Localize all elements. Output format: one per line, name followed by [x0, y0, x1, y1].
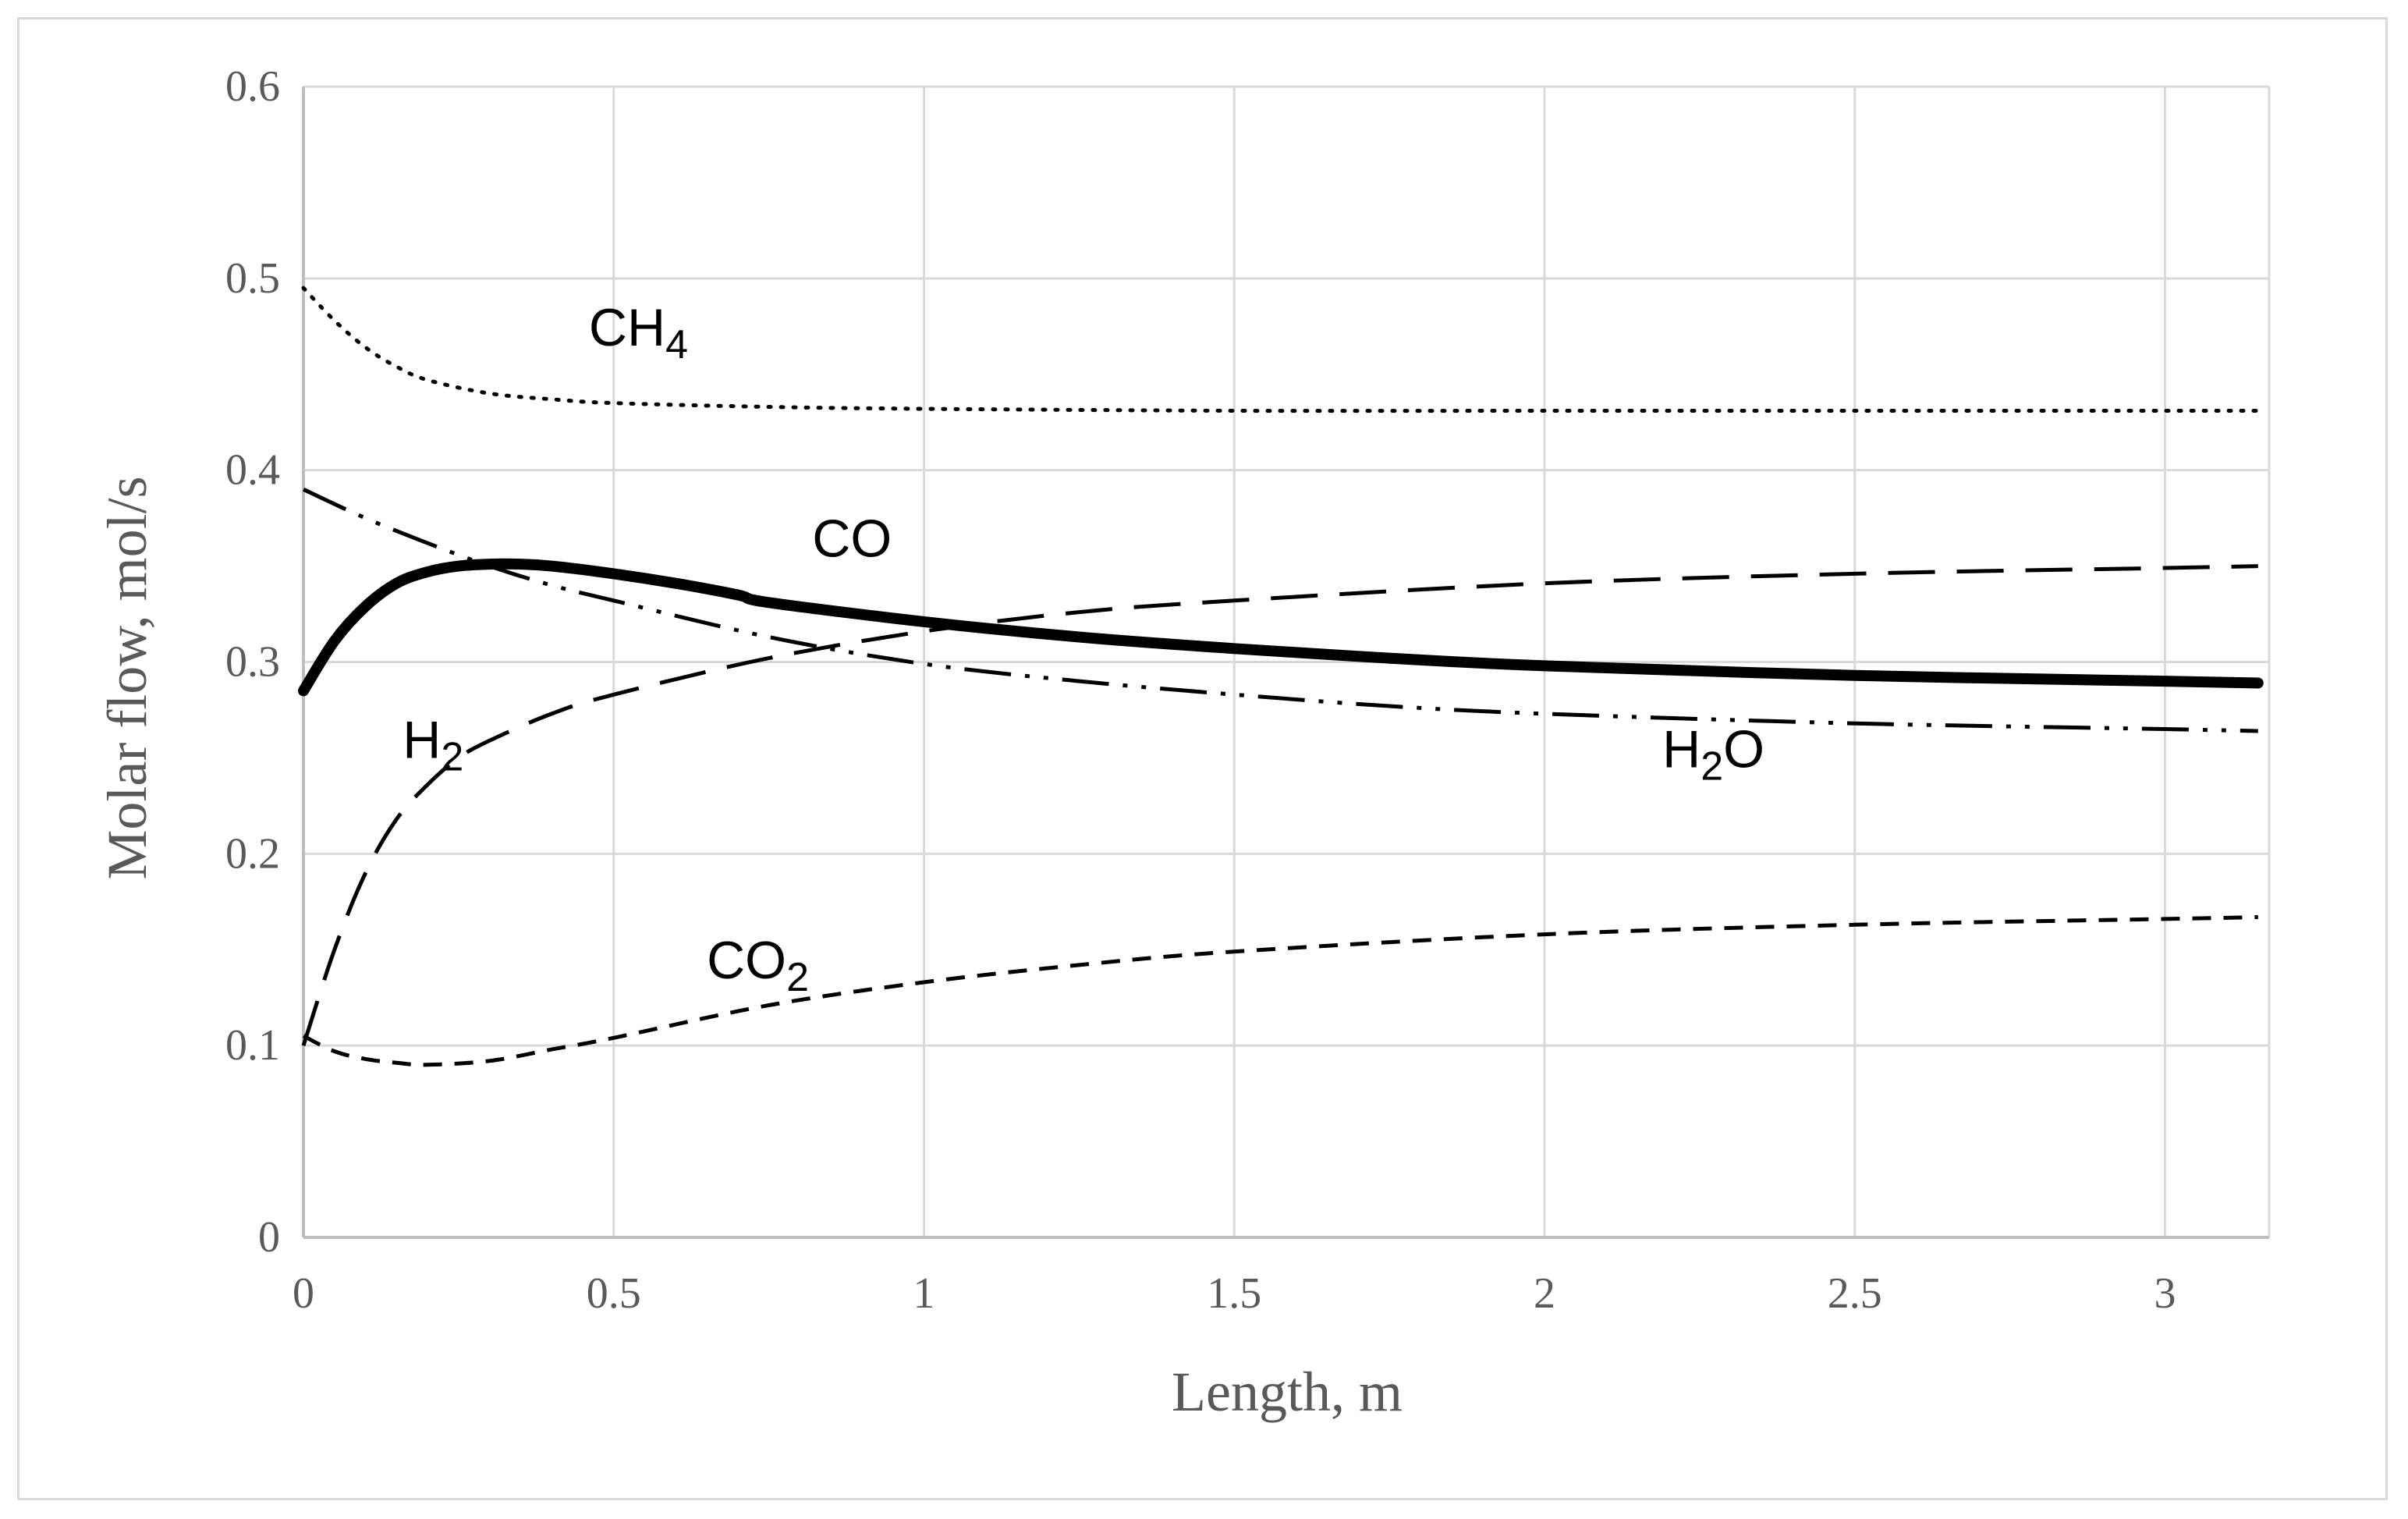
y-tick-label: 0.3: [225, 638, 280, 687]
series-label-h2: H2: [403, 710, 463, 779]
series-line-h2: [301, 564, 2258, 1046]
x-axis-title: Length, m: [1172, 1361, 1403, 1423]
series-label-main: H: [403, 710, 441, 769]
series-line-co2: [302, 915, 2258, 1067]
series-label-suffix: O: [1723, 720, 1764, 779]
series-label-co2: CO2: [707, 931, 809, 1000]
series-label-main: H: [1662, 720, 1700, 779]
series-label-subscript: 2: [1700, 744, 1723, 790]
tick-labels: 0 0.1 0.2 0.3 0.4 0.5 0.6 0 0.5 1 1.5 2 2.5 3: [225, 62, 2176, 1318]
series-label-co: CO: [812, 509, 892, 568]
series-label-subscript: 4: [665, 322, 688, 367]
series-label-ch4: CH4: [589, 298, 688, 367]
series-label-main: CO: [812, 509, 892, 568]
y-tick-label: 0: [258, 1213, 280, 1262]
chart-frame: [17, 17, 2388, 1500]
y-tick-label: 0.2: [225, 829, 280, 878]
y-tick-label: 0.5: [225, 254, 280, 303]
y-tick-label: 0.6: [225, 62, 280, 111]
series-label-main: CH: [589, 298, 665, 357]
x-tick-label: 2.5: [1828, 1269, 1882, 1318]
series-lines: [298, 286, 2264, 1067]
y-axis-title: Molar flow, mol/s: [96, 476, 158, 879]
series-line-h2o: [302, 488, 2258, 733]
y-tick-label: 0.4: [225, 446, 280, 495]
x-tick-label: 0: [293, 1269, 314, 1318]
series-label-subscript: 2: [786, 955, 809, 1000]
series-line-co: [298, 558, 2264, 697]
x-tick-label: 0.5: [587, 1269, 641, 1318]
series-label-h2o: H2O: [1662, 720, 1764, 790]
series-line-ch4: [301, 286, 2261, 413]
x-tick-label: 1.5: [1207, 1269, 1261, 1318]
series-label-main: CO: [707, 931, 786, 990]
x-tick-label: 3: [2154, 1269, 2176, 1318]
x-tick-label: 1: [913, 1269, 935, 1318]
series-label-subscript: 2: [441, 734, 463, 779]
gridlines: [303, 85, 2271, 1237]
y-tick-label: 0.1: [225, 1021, 280, 1070]
x-tick-label: 2: [1534, 1269, 1555, 1318]
